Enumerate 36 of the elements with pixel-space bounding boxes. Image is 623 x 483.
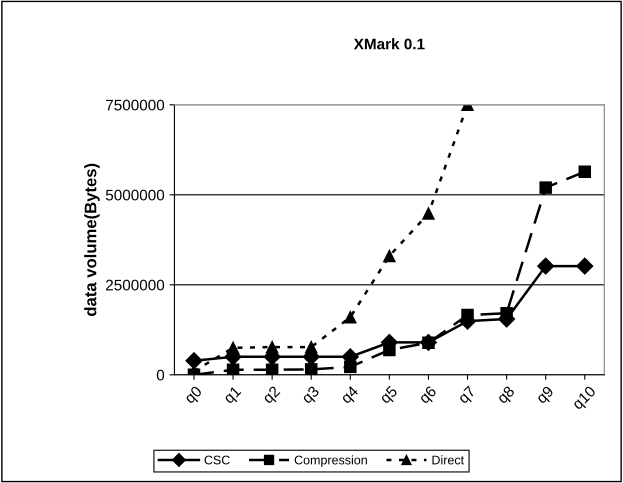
- y-tick-label: 5000000: [106, 190, 164, 200]
- point: [226, 364, 240, 375]
- x-tick-label: q7: [457, 385, 478, 406]
- point: [226, 342, 240, 354]
- point: [304, 363, 318, 375]
- x-tick-label: q0: [184, 385, 205, 406]
- legend-label: CSC: [204, 456, 230, 464]
- y-tick-label: 0: [156, 370, 164, 380]
- x-tick-label: q6: [418, 385, 440, 406]
- y-tick-label: 2500000: [106, 280, 164, 290]
- x-tick-label: q4: [340, 385, 362, 406]
- y-axis-title: data volume(Bytes): [84, 164, 100, 316]
- point: [383, 344, 396, 356]
- x-tick-label: q10: [571, 385, 598, 412]
- chart-title: XMark 0.1: [354, 38, 425, 50]
- point: [576, 258, 594, 275]
- point: [383, 250, 396, 262]
- y-tick-label: 7500000: [106, 100, 164, 110]
- point: [578, 166, 592, 178]
- point: [344, 360, 357, 374]
- point: [304, 340, 318, 354]
- x-tick-label: q3: [300, 385, 322, 406]
- x-tick-label: q8: [496, 385, 518, 406]
- point: [422, 207, 435, 220]
- point: [266, 364, 278, 375]
- legend-label: Compression: [294, 455, 367, 467]
- x-tick-label: q9: [535, 385, 556, 406]
- x-tick-label: q2: [262, 385, 283, 406]
- legend-label: Direct: [432, 455, 464, 464]
- point: [266, 340, 278, 354]
- x-tick-label: q5: [379, 385, 400, 406]
- point: [185, 352, 203, 370]
- point: [344, 310, 357, 324]
- x-tick-label: q1: [222, 385, 244, 406]
- point: [537, 258, 554, 275]
- point: [539, 181, 552, 194]
